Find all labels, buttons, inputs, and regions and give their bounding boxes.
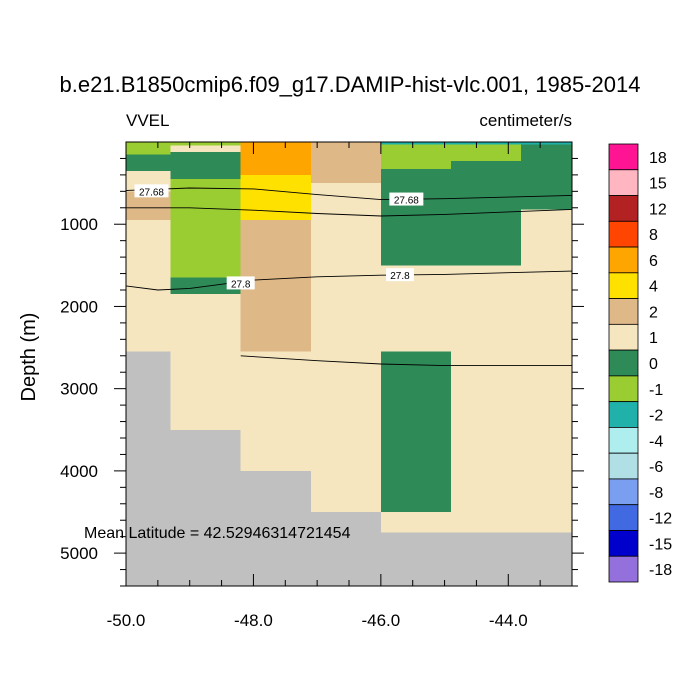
- contour-label-box: [226, 276, 255, 290]
- heatmap-cell: [126, 154, 171, 171]
- y-tick-label: 4000: [60, 462, 98, 481]
- colorbar-label: 1: [649, 330, 658, 347]
- colorbar-label: 15: [649, 176, 667, 193]
- units-label: centimeter/s: [479, 111, 572, 130]
- colorbar-label: 6: [649, 253, 658, 270]
- heatmap-cell: [170, 179, 241, 278]
- colorbar-swatch: [608, 375, 639, 403]
- colorbar-label: -15: [649, 536, 672, 553]
- chart-title: b.e21.B1850cmip6.f09_g17.DAMIP-hist-vlc.…: [60, 72, 641, 97]
- contour-line: [240, 355, 572, 367]
- contour-label-box: [134, 184, 169, 198]
- axes: -50.0 -48.0 -46.0 -44.0 1000 2000 3000 4000 5000: [60, 142, 584, 630]
- y-tick-label: 2000: [60, 297, 98, 316]
- heatmap-cell: [170, 145, 241, 152]
- land-mask-cell: [310, 512, 381, 586]
- heatmap-cell: [170, 151, 241, 179]
- contour-labels: 27.68 27.68 27.8 27.8: [134, 184, 424, 290]
- land-mask-cell: [380, 532, 572, 586]
- colorbar-swatch: [608, 530, 639, 557]
- colorbar-swatch: [608, 401, 639, 428]
- heatmap-cell: [521, 144, 572, 210]
- heatmap-cell: [450, 144, 522, 161]
- y-tick-label: 5000: [60, 544, 98, 563]
- land-mask-cell: [240, 470, 311, 586]
- colorbar-label: 12: [649, 201, 667, 218]
- variable-label: VVEL: [126, 111, 169, 130]
- colorbar-label: 2: [649, 304, 658, 321]
- colorbar-swatch: [608, 452, 639, 480]
- colorbar-swatch: [608, 169, 639, 196]
- x-tick-label: -50.0: [107, 611, 146, 630]
- colorbar-swatch: [608, 143, 639, 171]
- colorbar-label: 4: [649, 279, 658, 296]
- land-mask-cell: [126, 351, 171, 586]
- colorbar-label: -12: [649, 511, 672, 528]
- heatmap-cell: [310, 142, 381, 184]
- heatmap-cell: [240, 142, 311, 175]
- colorbar-swatch: [608, 323, 639, 351]
- y-tick-label: 3000: [60, 380, 98, 399]
- land-mask-cell: [170, 429, 241, 586]
- heatmap-cell: [521, 142, 572, 145]
- contour-label-box: [389, 192, 424, 206]
- heatmap-cell: [126, 142, 171, 155]
- contour-label: 27.68: [394, 196, 419, 207]
- colorbar-label: -8: [649, 485, 663, 502]
- y-axis-label: Depth (m): [18, 313, 40, 402]
- colorbar-label: -18: [649, 562, 672, 579]
- heatmap-cell: [170, 142, 241, 146]
- contour-line: [125, 270, 573, 291]
- colorbar-swatch: [608, 246, 639, 274]
- colorbar-label: -4: [649, 433, 663, 450]
- colorbar-swatch: [608, 272, 639, 299]
- x-tick-label: -46.0: [361, 611, 400, 630]
- heatmap-cell: [380, 142, 451, 145]
- y-tick-label: 1000: [60, 215, 98, 234]
- heatmap-cell: [380, 169, 451, 266]
- colorbar-swatch: [608, 220, 639, 248]
- colorbar-swatch: [608, 349, 639, 377]
- contour-line: [125, 187, 573, 201]
- colorbar-swatch: [608, 298, 639, 325]
- heatmap-cells: [126, 142, 572, 586]
- colorbar-label: 8: [649, 227, 658, 244]
- x-tick-label: -48.0: [234, 611, 273, 630]
- colorbar-swatch: [608, 427, 639, 454]
- contour-label-box: [385, 268, 414, 282]
- colorbar-label: 0: [649, 356, 658, 373]
- colorbar-swatch: [608, 504, 639, 531]
- colorbar-swatch: [608, 195, 639, 222]
- colorbar-swatch: [608, 478, 639, 506]
- heatmap-cell: [380, 144, 451, 170]
- colorbar-label: -1: [649, 382, 663, 399]
- contour-label: 27.8: [231, 279, 251, 290]
- contour-lines: [125, 187, 573, 367]
- contour-label: 27.8: [390, 271, 410, 282]
- colorbar-swatch: [608, 555, 639, 583]
- mean-latitude-annotation: Mean Latitude = 42.52946314721454: [84, 525, 351, 542]
- heatmap-cell: [240, 174, 311, 221]
- colorbar: 18 15 12 8 6 4 2 1 0 -1 -2 -4 -6 -8 -12 -15 -18: [608, 143, 672, 583]
- heatmap-cell: [450, 142, 522, 145]
- colorbar-label: -6: [649, 459, 663, 476]
- colorbar-label: -2: [649, 408, 663, 425]
- colorbar-label: 18: [649, 150, 667, 167]
- x-tick-label: -44.0: [489, 611, 528, 630]
- heatmap-cell: [380, 351, 451, 512]
- contour-label: 27.68: [139, 187, 164, 198]
- contour-line: [126, 207, 573, 217]
